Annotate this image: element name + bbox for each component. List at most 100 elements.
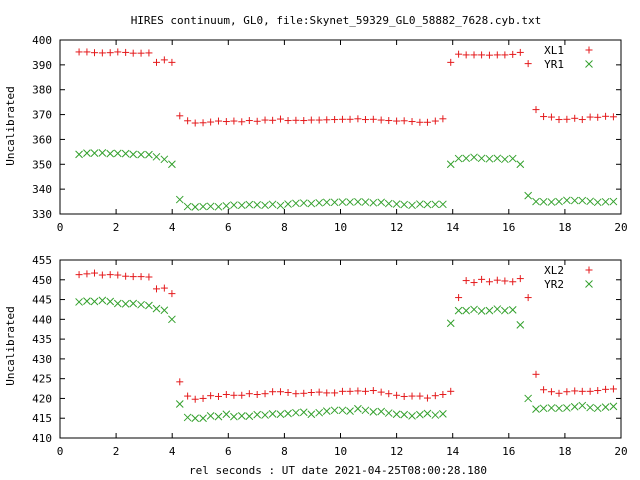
data-point-xl2: [509, 278, 517, 286]
data-point-yr2: [384, 409, 393, 417]
x-tick-label: 2: [113, 445, 120, 458]
data-point-xl1: [176, 112, 184, 120]
data-point-yr2: [315, 408, 324, 417]
data-point-xl2: [114, 271, 122, 279]
data-point-yr1: [532, 197, 540, 206]
data-point-yr1: [338, 198, 347, 206]
data-point-xl2: [571, 387, 579, 395]
data-point-yr2: [524, 394, 533, 403]
y-tick-label: 390: [32, 59, 52, 72]
bottom-panel-ticks: 0 2 4 6 8 10 12 14 16 18 20 410 415 420 425 430 435 440 44…: [32, 254, 628, 458]
data-point-yr1: [586, 197, 594, 206]
x-tick-label: 16: [502, 221, 515, 234]
data-point-yr2: [230, 412, 238, 421]
data-point-yr1: [570, 196, 579, 205]
data-point-yr2: [586, 403, 594, 412]
x-tick-label: 4: [169, 221, 176, 234]
data-point-xl2: [385, 390, 393, 398]
x-tick-label: 16: [502, 445, 515, 458]
data-point-xl2: [555, 389, 563, 397]
data-point-xl1: [269, 116, 277, 124]
data-point-xl1: [98, 49, 106, 57]
data-point-yr2: [601, 403, 610, 412]
data-point-xl1: [485, 51, 493, 59]
data-point-xl1: [431, 117, 439, 125]
y-tick-label: 380: [32, 84, 52, 97]
top-panel-ylabel: Uncalibrated: [4, 86, 17, 165]
data-point-xl2: [238, 391, 246, 399]
data-point-xl1: [160, 56, 168, 64]
data-point-xl2: [462, 277, 470, 285]
data-point-yr1: [377, 198, 386, 207]
data-point-yr1: [501, 155, 509, 164]
data-point-xl2: [516, 275, 524, 283]
data-point-xl2: [346, 387, 354, 395]
data-point-xl2: [431, 392, 439, 400]
data-point-yr1: [431, 200, 440, 209]
data-point-xl1: [400, 117, 408, 125]
data-point-xl1: [571, 114, 579, 122]
x-tick-label: 0: [57, 445, 64, 458]
data-point-xl1: [408, 118, 416, 126]
data-point-xl2: [602, 385, 610, 393]
x-tick-label: 6: [225, 445, 232, 458]
data-point-xl2: [377, 388, 385, 396]
data-point-xl1: [207, 118, 215, 126]
data-point-yr2: [369, 408, 378, 416]
x-axis-label: rel seconds : UT date 2021-04-25T08:00:2…: [189, 464, 487, 477]
data-point-xl2: [416, 392, 424, 400]
data-point-xl2: [160, 284, 168, 292]
data-point-yr1: [462, 154, 471, 163]
data-point-xl1: [532, 106, 540, 114]
data-point-xl1: [106, 49, 114, 57]
data-point-xl2: [253, 390, 261, 398]
data-point-xl2: [98, 271, 106, 279]
data-point-yr2: [175, 400, 184, 408]
data-point-xl1: [331, 116, 339, 124]
data-point-xl2: [176, 378, 184, 386]
data-point-yr1: [524, 191, 533, 200]
data-point-xl1: [524, 60, 532, 68]
x-tick-label: 10: [334, 445, 347, 458]
data-point-yr2: [214, 412, 223, 421]
data-point-xl1: [602, 112, 610, 120]
data-point-xl2: [578, 387, 586, 395]
data-point-yr2: [129, 299, 138, 308]
data-point-xl1: [478, 51, 486, 59]
data-point-yr2: [160, 306, 169, 315]
data-point-xl2: [276, 388, 284, 396]
data-point-yr1: [160, 155, 169, 164]
top-panel-frame: [59, 39, 622, 215]
data-point-xl2: [207, 392, 215, 400]
data-point-xl1: [346, 115, 354, 123]
data-point-yr1: [593, 198, 602, 207]
bottom-panel-frame: [59, 259, 622, 439]
data-point-yr1: [563, 196, 571, 205]
data-point-xl1: [83, 48, 91, 56]
data-point-yr2: [493, 305, 502, 313]
data-point-yr2: [90, 297, 99, 306]
data-point-xl1: [393, 117, 401, 125]
data-point-yr1: [113, 149, 122, 158]
data-point-yr2: [253, 410, 262, 419]
data-point-yr1: [222, 201, 231, 210]
data-point-yr2: [137, 300, 145, 309]
data-point-xl2: [400, 392, 408, 400]
data-point-yr2: [423, 409, 432, 418]
data-point-yr2: [408, 411, 416, 420]
y-tick-label: 425: [32, 373, 52, 386]
data-point-xl1: [214, 117, 222, 125]
data-point-xl1: [137, 49, 145, 57]
data-point-yr1: [183, 202, 192, 211]
data-point-yr1: [446, 160, 455, 169]
data-point-yr1: [206, 202, 215, 211]
data-point-xl2: [307, 389, 315, 397]
data-point-xl2: [184, 392, 192, 400]
data-point-xl2: [361, 387, 369, 395]
data-point-xl1: [114, 48, 122, 56]
data-point-xl1: [307, 116, 315, 124]
data-point-xl2: [540, 386, 548, 394]
data-point-yr2: [75, 298, 83, 306]
data-point-yr1: [230, 201, 238, 209]
data-point-yr2: [593, 404, 602, 413]
